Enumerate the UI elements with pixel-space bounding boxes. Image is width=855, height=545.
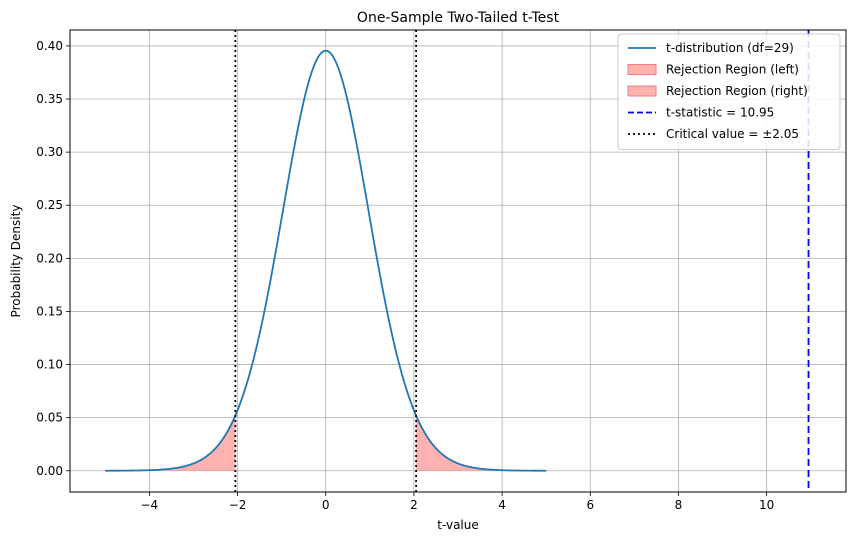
x-tick-label: −2 bbox=[229, 498, 247, 512]
y-tick-label: 0.30 bbox=[36, 145, 63, 159]
axes-frame bbox=[69, 29, 847, 493]
y-tick-label: 0.35 bbox=[36, 92, 63, 106]
chart-title: One-Sample Two-Tailed t-Test bbox=[357, 10, 560, 26]
x-tick-label: 0 bbox=[322, 498, 330, 512]
x-axis-label: t-value bbox=[437, 518, 479, 532]
legend-label: Critical value = ±2.05 bbox=[666, 127, 799, 141]
grid bbox=[70, 30, 846, 492]
y-tick-label: 0.05 bbox=[36, 411, 63, 425]
x-tick-label: 2 bbox=[410, 498, 418, 512]
legend-swatch bbox=[627, 64, 657, 75]
y-tick-label: 0.25 bbox=[36, 198, 63, 212]
x-tick-label: 10 bbox=[759, 498, 774, 512]
y-tick-label: 0.00 bbox=[36, 464, 63, 478]
x-tick-label: −4 bbox=[141, 498, 159, 512]
y-tick-label: 0.10 bbox=[36, 358, 63, 372]
rejection-regions bbox=[105, 415, 547, 471]
legend-label: t-distribution (df=29) bbox=[666, 41, 794, 55]
x-tick-label: 4 bbox=[498, 498, 506, 512]
y-tick-label: 0.40 bbox=[36, 39, 63, 53]
x-tick-label: 6 bbox=[586, 498, 594, 512]
y-tick-label: 0.15 bbox=[36, 304, 63, 318]
rejection-region-left bbox=[105, 415, 236, 471]
legend: t-distribution (df=29) Rejection Region (… bbox=[617, 33, 841, 150]
y-tick-label: 0.20 bbox=[36, 251, 63, 265]
legend-label: Rejection Region (left) bbox=[666, 63, 799, 77]
legend-box bbox=[617, 33, 841, 150]
x-tick-label: 8 bbox=[675, 498, 683, 512]
legend-swatch bbox=[627, 85, 657, 97]
y-axis-label: Probability Density bbox=[9, 205, 23, 318]
rejection-region-right bbox=[416, 415, 547, 471]
ticks: −4 −2 0 2 4 6 8 10 0.00 0.05 0.10 0.15 0.20 0.25 0.30 0… bbox=[36, 39, 774, 512]
legend-label: t-statistic = 10.95 bbox=[666, 106, 774, 120]
legend-label: Rejection Region (right) bbox=[666, 84, 808, 98]
t-distribution-curve bbox=[105, 49, 547, 472]
